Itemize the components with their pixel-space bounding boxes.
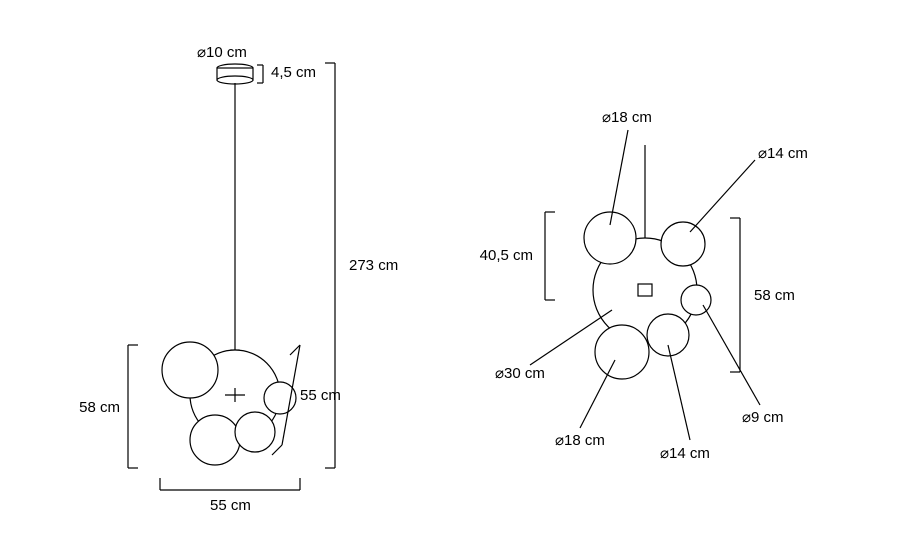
dimension-label: ⌀9 cm	[742, 409, 784, 426]
dimension-label: 55 cm	[210, 497, 251, 514]
dimension-label: 4,5 cm	[271, 64, 316, 81]
dimension-label: ⌀30 cm	[495, 365, 545, 382]
bubble	[162, 342, 218, 398]
bubble	[264, 382, 296, 414]
dimension-label: ⌀14 cm	[660, 445, 710, 462]
dimension-label: 55 cm	[300, 387, 341, 404]
dimension-label: 58 cm	[754, 287, 795, 304]
dimension-label: 40,5 cm	[480, 247, 533, 264]
bubble	[584, 212, 636, 264]
dimension-label: ⌀18 cm	[602, 109, 652, 126]
bubble	[190, 415, 240, 465]
bubble	[235, 412, 275, 452]
bubble	[595, 325, 649, 379]
dimension-label: ⌀10 cm	[197, 44, 247, 61]
dimension-label: ⌀14 cm	[758, 145, 808, 162]
dimension-label: 273 cm	[349, 257, 398, 274]
dimension-label: ⌀18 cm	[555, 432, 605, 449]
dimension-label: 58 cm	[79, 399, 120, 416]
bubble	[647, 314, 689, 356]
bubble	[661, 222, 705, 266]
